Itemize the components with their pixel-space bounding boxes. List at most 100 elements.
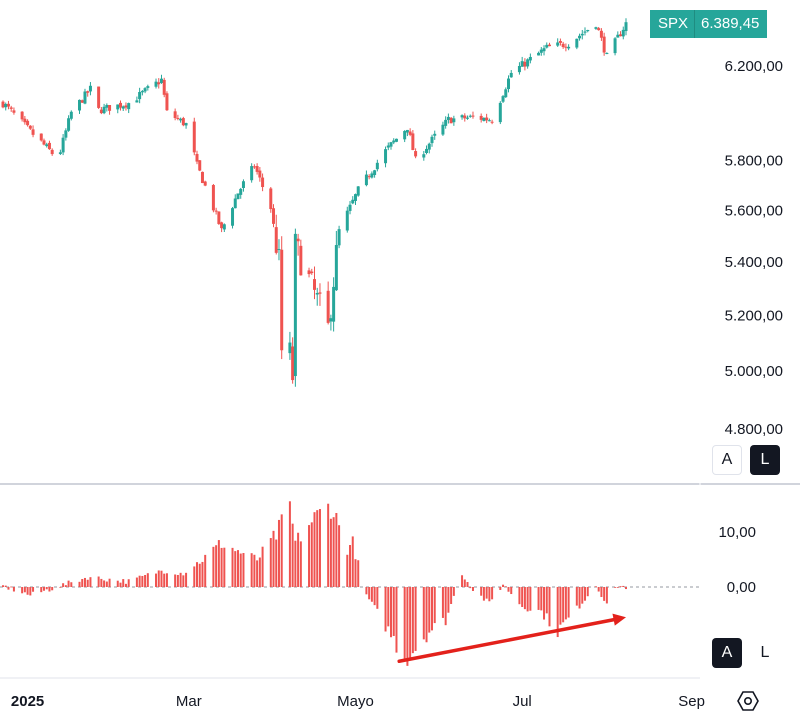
osc-auto-scale-button[interactable]: A: [712, 638, 742, 668]
histogram-bar: [504, 586, 507, 588]
candle-body: [558, 40, 562, 43]
candle-body: [575, 38, 579, 48]
candle: [537, 51, 541, 56]
candle-body: [334, 245, 338, 291]
histogram-bar: [491, 587, 494, 600]
candle: [4, 102, 8, 111]
candle-body: [83, 91, 87, 104]
histogram-bar: [313, 512, 316, 587]
histogram-bar: [387, 587, 390, 627]
candle-body: [351, 199, 355, 204]
histogram-bar: [616, 587, 619, 588]
histogram-bar: [463, 579, 466, 587]
candle-body: [9, 107, 13, 109]
candle: [277, 239, 281, 261]
histogram-bar: [157, 570, 160, 587]
candle-body: [517, 66, 521, 73]
candle: [146, 84, 150, 91]
histogram-bar: [346, 554, 349, 587]
histogram-bar: [548, 587, 551, 627]
candle: [586, 29, 590, 33]
histogram-bar: [256, 560, 259, 587]
histogram-bar: [103, 580, 106, 587]
candle-body: [195, 153, 199, 162]
candle-body: [162, 79, 166, 95]
candle-body: [288, 342, 292, 354]
oscillator-axis-tick: 10,00: [718, 524, 756, 541]
candle-body: [203, 181, 207, 186]
candle: [12, 107, 16, 115]
candle: [80, 99, 84, 103]
candle-body: [280, 249, 284, 351]
candle-body: [441, 124, 445, 135]
candle: [31, 125, 35, 138]
auto-scale-button[interactable]: A: [712, 445, 742, 475]
histogram-bar: [625, 587, 627, 590]
candle-body: [452, 118, 456, 123]
histogram-bar: [2, 585, 4, 587]
candle-body: [146, 86, 150, 88]
candle: [498, 101, 502, 125]
candle: [441, 121, 445, 136]
candle: [124, 102, 128, 111]
histogram-bar: [127, 579, 130, 587]
candle-body: [389, 142, 393, 147]
candle: [159, 74, 163, 84]
candle-body: [482, 117, 486, 121]
candle-body: [124, 105, 128, 108]
histogram-bar: [288, 501, 291, 587]
histogram-bar: [51, 587, 54, 591]
candle: [602, 32, 606, 56]
histogram-bar: [537, 587, 540, 610]
histogram-bar: [97, 576, 100, 587]
candle-body: [157, 82, 161, 85]
candle: [20, 111, 24, 122]
candle-body: [446, 116, 450, 121]
candle-body: [332, 286, 336, 322]
time-axis-label: Sep: [678, 693, 705, 710]
candle-body: [466, 117, 470, 119]
candle: [288, 331, 292, 360]
candle-body: [353, 194, 357, 201]
candle-body: [556, 42, 560, 46]
candle: [545, 42, 549, 49]
candle: [162, 77, 166, 98]
candle-body: [542, 48, 546, 52]
price-axis-tick: 6.200,00: [725, 58, 783, 75]
candle: [334, 230, 338, 291]
candle: [547, 42, 551, 47]
candle: [239, 187, 243, 199]
candle-body: [318, 292, 322, 294]
candle-body: [427, 143, 431, 150]
log-scale-button[interactable]: L: [750, 445, 780, 475]
candle: [520, 56, 524, 67]
candle-body: [621, 29, 625, 37]
settings-icon: [737, 691, 759, 711]
candle: [105, 103, 109, 112]
histogram-bar: [122, 579, 125, 587]
candle: [252, 164, 256, 169]
histogram-bar: [433, 587, 436, 624]
candle: [575, 38, 579, 50]
candle-body: [67, 118, 71, 131]
histogram-bar: [384, 587, 387, 632]
candle: [176, 114, 180, 121]
candle: [296, 233, 300, 256]
candle-body: [291, 346, 295, 381]
candle-body: [233, 198, 237, 209]
histogram-bar: [365, 587, 368, 595]
candle: [42, 138, 46, 146]
candle: [556, 38, 560, 47]
osc-log-scale-button[interactable]: L: [750, 638, 780, 668]
candle: [509, 70, 513, 78]
candle: [487, 118, 491, 122]
candle-body: [165, 93, 169, 111]
histogram-bar: [272, 530, 275, 587]
candle: [564, 43, 568, 52]
settings-button[interactable]: [733, 686, 763, 716]
histogram-bar: [368, 587, 371, 600]
candle-body: [99, 109, 103, 114]
candle-body: [200, 171, 204, 184]
candle-body: [348, 204, 352, 211]
